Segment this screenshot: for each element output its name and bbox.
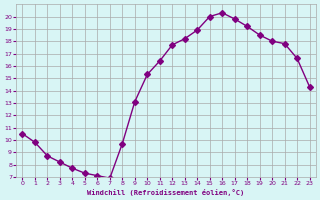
- X-axis label: Windchill (Refroidissement éolien,°C): Windchill (Refroidissement éolien,°C): [87, 189, 245, 196]
